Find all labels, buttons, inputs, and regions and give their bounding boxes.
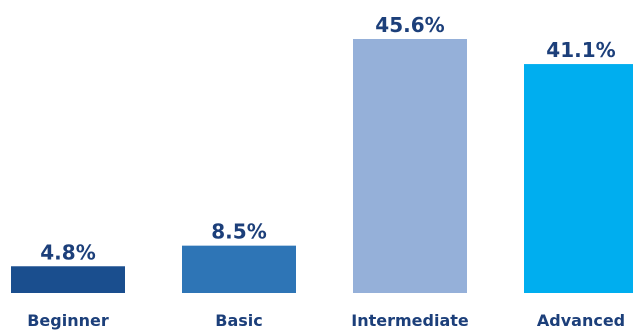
bar-intermediate bbox=[353, 39, 467, 293]
category-label-intermediate: Intermediate bbox=[351, 311, 469, 330]
category-labels-group: Beginner Basic Intermediate Advanced bbox=[27, 311, 625, 330]
value-label-beginner: 4.8% bbox=[40, 240, 95, 264]
value-label-intermediate: 45.6% bbox=[375, 13, 444, 37]
value-label-basic: 8.5% bbox=[211, 220, 266, 244]
bars-group bbox=[11, 39, 633, 293]
category-label-basic: Basic bbox=[215, 311, 262, 330]
bar-advanced bbox=[524, 64, 633, 293]
category-label-beginner: Beginner bbox=[27, 311, 109, 330]
value-label-advanced: 41.1% bbox=[546, 38, 615, 62]
bar-beginner bbox=[11, 266, 125, 293]
bar-basic bbox=[182, 245, 296, 293]
category-label-advanced: Advanced bbox=[537, 311, 625, 330]
value-labels-group: 4.8% 8.5% 45.6% 41.1% bbox=[40, 13, 615, 264]
